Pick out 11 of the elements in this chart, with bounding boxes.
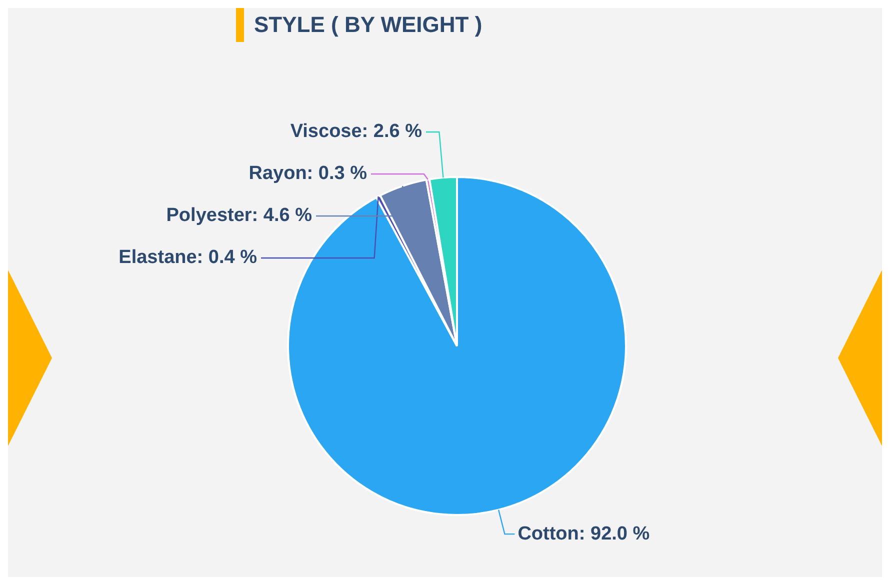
data-label: : 92.0 % bbox=[578, 523, 650, 544]
slice-label: Elastane bbox=[118, 247, 197, 268]
slice-label: Viscose bbox=[290, 121, 362, 142]
data-label: : 2.6 % bbox=[362, 121, 422, 142]
data-label: : 4.6 % bbox=[252, 205, 312, 226]
data-label: : 0.3 % bbox=[306, 163, 368, 184]
slice-label: Cotton bbox=[518, 523, 579, 544]
chart-title: STYLE ( BY WEIGHT ) bbox=[254, 12, 482, 38]
slice-label: Polyester bbox=[166, 205, 252, 226]
data-label: : 0.4 % bbox=[196, 247, 258, 268]
slice-label: Rayon bbox=[248, 163, 307, 184]
